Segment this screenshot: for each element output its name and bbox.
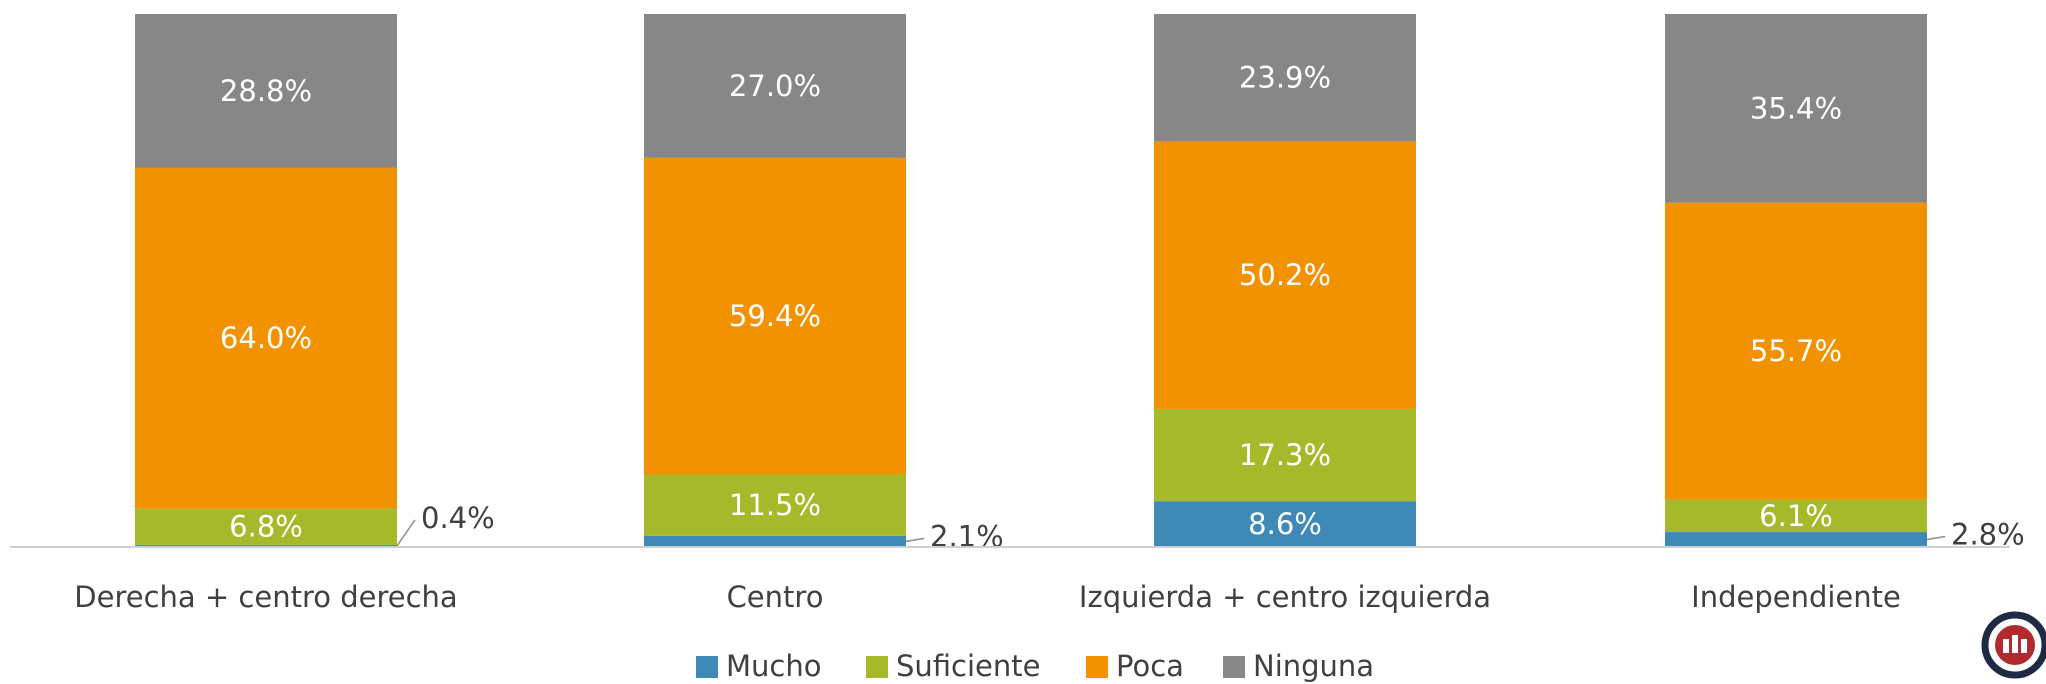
x-tick-label: Izquierda + centro izquierda <box>1079 580 1491 614</box>
bar-segment <box>644 157 906 475</box>
bar-segment <box>135 14 397 168</box>
data-label: 27.0% <box>729 69 821 103</box>
data-label: 2.1% <box>930 519 1004 553</box>
bar-segment <box>1154 408 1416 502</box>
leader-line <box>1926 535 1946 541</box>
bar-segment <box>1154 141 1416 409</box>
data-label: 55.7% <box>1750 334 1842 368</box>
data-label: 23.9% <box>1239 61 1331 95</box>
legend-swatch <box>696 656 718 678</box>
leader-line <box>905 537 925 543</box>
data-label: 2.8% <box>1951 518 2025 552</box>
bar-segment <box>135 508 397 545</box>
data-label: 35.4% <box>1750 91 1842 125</box>
logo <box>1981 611 2046 679</box>
bar-segment <box>1154 14 1416 142</box>
bar-segment <box>135 167 397 509</box>
bar-segment <box>644 14 906 158</box>
legend-label: Mucho <box>726 649 821 683</box>
data-label: 8.6% <box>1248 507 1322 541</box>
legend-swatch <box>1223 656 1245 678</box>
bar-segment <box>1154 501 1416 547</box>
bar-segment <box>644 474 906 536</box>
data-label: 6.1% <box>1759 499 1833 533</box>
x-tick-label: Independiente <box>1691 580 1901 614</box>
x-tick-label: Derecha + centro derecha <box>74 580 457 614</box>
data-label: 11.5% <box>729 488 821 522</box>
data-label: 28.8% <box>220 74 312 108</box>
legend-label: Suficiente <box>896 649 1041 683</box>
legend-swatch <box>1086 656 1108 678</box>
data-label: 50.2% <box>1239 258 1331 292</box>
data-label: 64.0% <box>220 321 312 355</box>
bar-segment <box>1665 499 1927 533</box>
x-tick-label: Centro <box>727 580 824 614</box>
legend-swatch <box>866 656 888 678</box>
data-label: 0.4% <box>421 501 495 535</box>
bar-segment <box>1665 14 1927 203</box>
bar-segment <box>644 535 906 547</box>
bar-segment <box>1665 202 1927 500</box>
leader-line <box>396 519 416 547</box>
bar-segment <box>135 544 397 547</box>
data-label: 6.8% <box>229 510 303 544</box>
legend-label: Ninguna <box>1253 649 1374 683</box>
bar-segment <box>1665 532 1927 547</box>
data-label: 17.3% <box>1239 438 1331 472</box>
legend-label: Poca <box>1116 649 1184 683</box>
data-label: 59.4% <box>729 299 821 333</box>
